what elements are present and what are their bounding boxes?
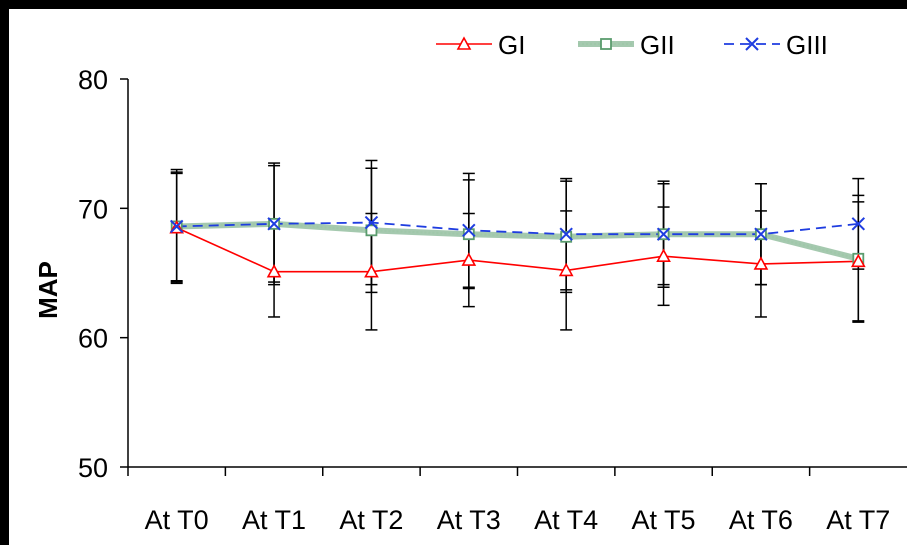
data-point-giii [851, 217, 866, 231]
legend-label-gi: GI [498, 30, 525, 60]
legend-item-gii: GII [578, 30, 675, 60]
legend-marker-giii [745, 37, 759, 51]
axes: 50 60 70 80 At T0 At T1 At T2 At T3 At T4 At T5 At… [78, 65, 907, 535]
data-point-gi [558, 262, 574, 277]
legend-item-gi: GI [436, 30, 525, 60]
data-point-giii-stroke [364, 215, 379, 230]
data-point-giii [169, 219, 184, 234]
data-point-gi [266, 264, 282, 278]
y-tick-label: 60 [78, 324, 108, 354]
x-tick-label: At T5 [632, 505, 696, 535]
x-tick-label: At T3 [437, 505, 501, 535]
legend: GI GII GIII [436, 30, 828, 60]
y-axis-label: MAP [33, 261, 63, 319]
data-point-giii-stroke [559, 227, 573, 241]
legend-marker-giii-stroke [745, 37, 759, 51]
data-point-giii-stroke [754, 227, 768, 241]
legend-marker-gii [600, 38, 612, 50]
data-point-giii [656, 227, 671, 241]
data-point-gi [753, 256, 769, 270]
x-tick-label: At T4 [534, 505, 598, 535]
x-tick-label: At T7 [826, 505, 890, 535]
series-lines [176, 220, 860, 273]
data-point-gii [365, 224, 378, 237]
data-point-gi [656, 248, 671, 262]
x-tick-label: At T1 [242, 505, 306, 535]
data-point-giii [559, 227, 573, 241]
data-point-giii-stroke [267, 217, 281, 231]
series-line-gi [176, 227, 859, 273]
data-point-gi [364, 264, 379, 278]
data-point-giii [364, 215, 379, 230]
legend-item-giii: GIII [724, 30, 828, 60]
data-point-gii [560, 230, 573, 243]
legend-label-gii: GII [640, 30, 675, 60]
data-point-giii [267, 217, 281, 231]
data-point-giii [462, 223, 476, 238]
data-point-giii-stroke [656, 227, 671, 241]
series-line-giii [176, 221, 859, 236]
legend-label-giii: GIII [786, 30, 828, 60]
y-tick-label: 80 [78, 65, 108, 95]
data-point-gi [850, 253, 866, 268]
x-tick-label: At T2 [339, 505, 403, 535]
error-bars [170, 159, 865, 331]
data-point-giii [754, 227, 768, 241]
data-point-giii-stroke [462, 223, 476, 238]
y-tick-label: 50 [78, 453, 108, 483]
series-markers [169, 215, 866, 278]
data-point-giii-stroke [851, 217, 866, 231]
data-point-giii-stroke [169, 219, 184, 234]
legend-marker-gi [456, 36, 472, 50]
y-tick-label: 70 [78, 194, 108, 224]
x-tick-label: At T0 [145, 505, 209, 535]
data-point-gi [461, 252, 477, 266]
x-tick-label: At T6 [729, 505, 793, 535]
